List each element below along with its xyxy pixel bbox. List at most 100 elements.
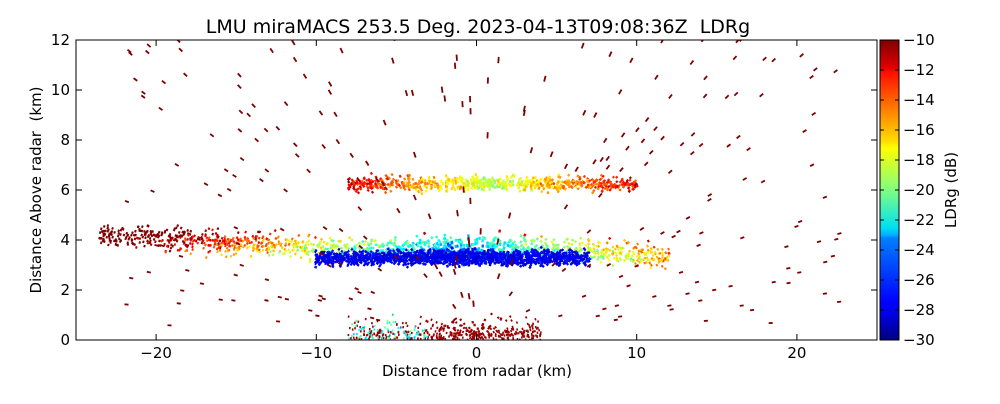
ldr-pixel xyxy=(664,258,666,259)
ldr-pixel xyxy=(823,293,827,294)
ldr-pixel xyxy=(563,258,565,260)
ldr-pixel xyxy=(394,252,396,254)
ldr-pixel xyxy=(351,239,353,240)
ldr-pixel xyxy=(300,257,302,258)
ldr-pixel xyxy=(387,183,388,185)
ldr-pixel xyxy=(293,249,295,250)
ldr-pixel xyxy=(304,250,306,251)
ldr-pixel xyxy=(421,192,422,195)
ldr-pixel xyxy=(269,234,271,235)
ldr-pixel xyxy=(437,255,438,257)
ldr-pixel xyxy=(606,186,608,188)
ldr-pixel xyxy=(448,257,449,260)
ldr-pixel xyxy=(495,236,496,239)
ldr-pixel xyxy=(106,237,108,238)
ldr-pixel xyxy=(234,275,238,276)
ldr-pixel xyxy=(246,243,248,244)
ldr-pixel xyxy=(268,248,270,249)
ldr-pixel xyxy=(112,228,114,229)
ldr-pixel xyxy=(231,300,235,301)
ldr-pixel xyxy=(608,259,610,260)
ldr-pixel xyxy=(258,242,260,243)
ldr-pixel xyxy=(210,240,212,241)
ldr-pixel xyxy=(183,242,185,243)
ldr-pixel xyxy=(365,251,367,252)
ldr-pixel xyxy=(576,251,578,252)
ldr-pixel xyxy=(166,246,168,247)
ldr-pixel xyxy=(588,252,590,253)
ldr-pixel xyxy=(164,231,166,232)
ldr-pixel xyxy=(578,251,580,252)
ldr-pixel xyxy=(387,178,388,180)
ldr-pixel xyxy=(460,261,461,264)
ldr-pixel xyxy=(335,247,337,248)
ldr-pixel xyxy=(426,186,427,189)
ldr-pixel xyxy=(654,252,656,253)
ldr-pixel xyxy=(535,319,537,320)
ldr-pixel xyxy=(509,257,510,260)
ldr-pixel xyxy=(613,258,615,259)
ldr-pixel xyxy=(580,237,582,239)
ldr-pixel xyxy=(638,251,640,252)
ldr-pixel xyxy=(205,236,207,237)
ldr-pixel xyxy=(452,252,453,255)
ldr-pixel xyxy=(371,187,372,189)
ldr-pixel xyxy=(130,235,132,236)
ldr-pixel xyxy=(145,237,147,238)
ldr-pixel xyxy=(551,241,552,243)
ldr-pixel xyxy=(359,248,361,249)
ldr-pixel xyxy=(216,244,218,245)
ldr-pixel xyxy=(431,319,433,320)
ldr-pixel xyxy=(554,245,556,247)
ldr-pixel xyxy=(385,251,387,253)
ldr-pixel xyxy=(414,248,415,250)
ldr-pixel xyxy=(447,326,449,327)
ldr-pixel xyxy=(341,251,343,252)
ldr-pixel xyxy=(359,186,360,188)
ldr-pixel xyxy=(403,244,404,246)
ldr-pixel xyxy=(497,257,498,260)
ldr-pixel xyxy=(285,299,289,300)
ldr-pixel xyxy=(504,255,505,258)
ldr-pixel xyxy=(458,258,459,261)
ldr-pixel xyxy=(423,263,424,265)
ldr-pixel xyxy=(253,248,255,249)
ldr-pixel xyxy=(340,258,342,259)
ldr-pixel xyxy=(593,252,595,253)
ldr-pixel xyxy=(273,244,275,245)
ldr-pixel xyxy=(141,226,143,227)
ldr-pixel xyxy=(431,181,432,184)
ldr-pixel xyxy=(133,235,135,236)
ldr-pixel xyxy=(507,328,509,329)
ldr-pixel xyxy=(308,241,310,242)
ldr-pixel xyxy=(606,242,608,243)
ldr-pixel xyxy=(364,244,366,245)
ldr-pixel xyxy=(430,248,431,250)
ldr-pixel xyxy=(537,238,538,240)
ldr-pixel xyxy=(603,183,605,185)
ldr-pixel xyxy=(413,186,414,189)
ldr-pixel xyxy=(596,316,600,317)
ldr-pixel xyxy=(332,240,334,241)
ldr-pixel xyxy=(183,232,185,233)
ldr-pixel xyxy=(519,179,520,182)
ldr-pixel xyxy=(334,255,336,256)
ldr-pixel xyxy=(506,320,507,321)
ldr-pixel xyxy=(426,190,427,193)
ldr-pixel xyxy=(536,254,537,256)
ldr-pixel xyxy=(408,255,410,257)
ldr-pixel xyxy=(125,239,127,240)
ldr-pixel xyxy=(618,316,622,317)
ldr-pixel xyxy=(533,253,534,255)
ldr-pixel xyxy=(268,239,270,240)
ldr-pixel xyxy=(466,330,467,331)
ldr-pixel xyxy=(520,265,521,267)
ldr-pixel xyxy=(443,328,445,329)
ldr-pixel xyxy=(483,335,484,336)
ldr-pixel xyxy=(650,267,652,268)
ldr-pixel xyxy=(572,261,574,262)
ldr-pixel xyxy=(540,258,541,260)
ldr-pixel xyxy=(349,237,351,238)
ldr-pixel xyxy=(177,225,179,226)
ldr-pixel xyxy=(510,254,511,257)
